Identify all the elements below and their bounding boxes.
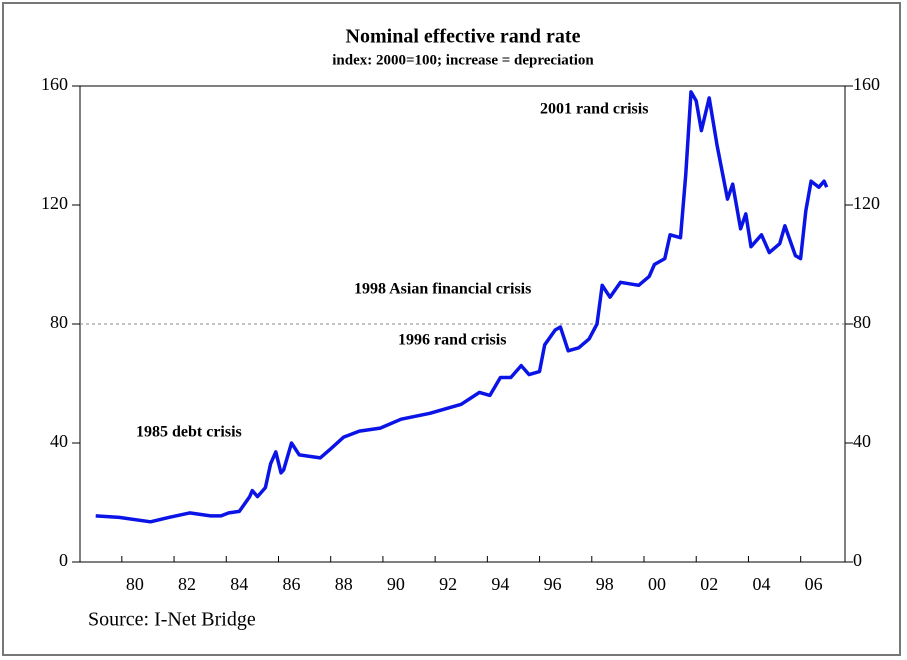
- y-tick-label: 160: [41, 74, 68, 94]
- annotation: 2001 rand crisis: [540, 101, 648, 118]
- x-tick-label: 00: [648, 574, 666, 594]
- x-tick-label: 96: [544, 574, 562, 594]
- y-tick-label: 80: [50, 312, 68, 332]
- chart-title: Nominal effective rand rate: [346, 26, 581, 48]
- x-tick-label: 80: [126, 574, 144, 594]
- y2-tick-label: 120: [853, 193, 880, 213]
- x-tick-label: 06: [805, 574, 823, 594]
- x-tick-label: 92: [439, 574, 457, 594]
- x-tick-label: 88: [335, 574, 353, 594]
- annotation: 1998 Asian financial crisis: [354, 281, 531, 298]
- y2-tick-label: 160: [853, 74, 880, 94]
- x-tick-label: 84: [230, 574, 248, 594]
- x-tick-label: 86: [282, 574, 300, 594]
- y-tick-label: 40: [50, 431, 68, 451]
- x-tick-label: 90: [387, 574, 405, 594]
- x-tick-label: 94: [491, 574, 509, 594]
- y2-tick-label: 40: [853, 431, 871, 451]
- chart-subtitle: index: 2000=100; increase = depreciation: [332, 52, 594, 68]
- data-line: [95, 90, 829, 524]
- y-tick-label: 0: [59, 550, 68, 570]
- source: Source: I-Net Bridge: [88, 609, 256, 631]
- y-tick-label: 120: [41, 193, 68, 213]
- x-tick-label: 82: [178, 574, 196, 594]
- x-tick-label: 98: [596, 574, 614, 594]
- annotation: 1985 debt crisis: [136, 424, 242, 441]
- y2-tick-label: 80: [853, 312, 871, 332]
- x-tick-label: 02: [700, 574, 718, 594]
- x-tick-label: 04: [752, 574, 770, 594]
- annotation: 1996 rand crisis: [398, 332, 506, 349]
- y2-tick-label: 0: [853, 550, 862, 570]
